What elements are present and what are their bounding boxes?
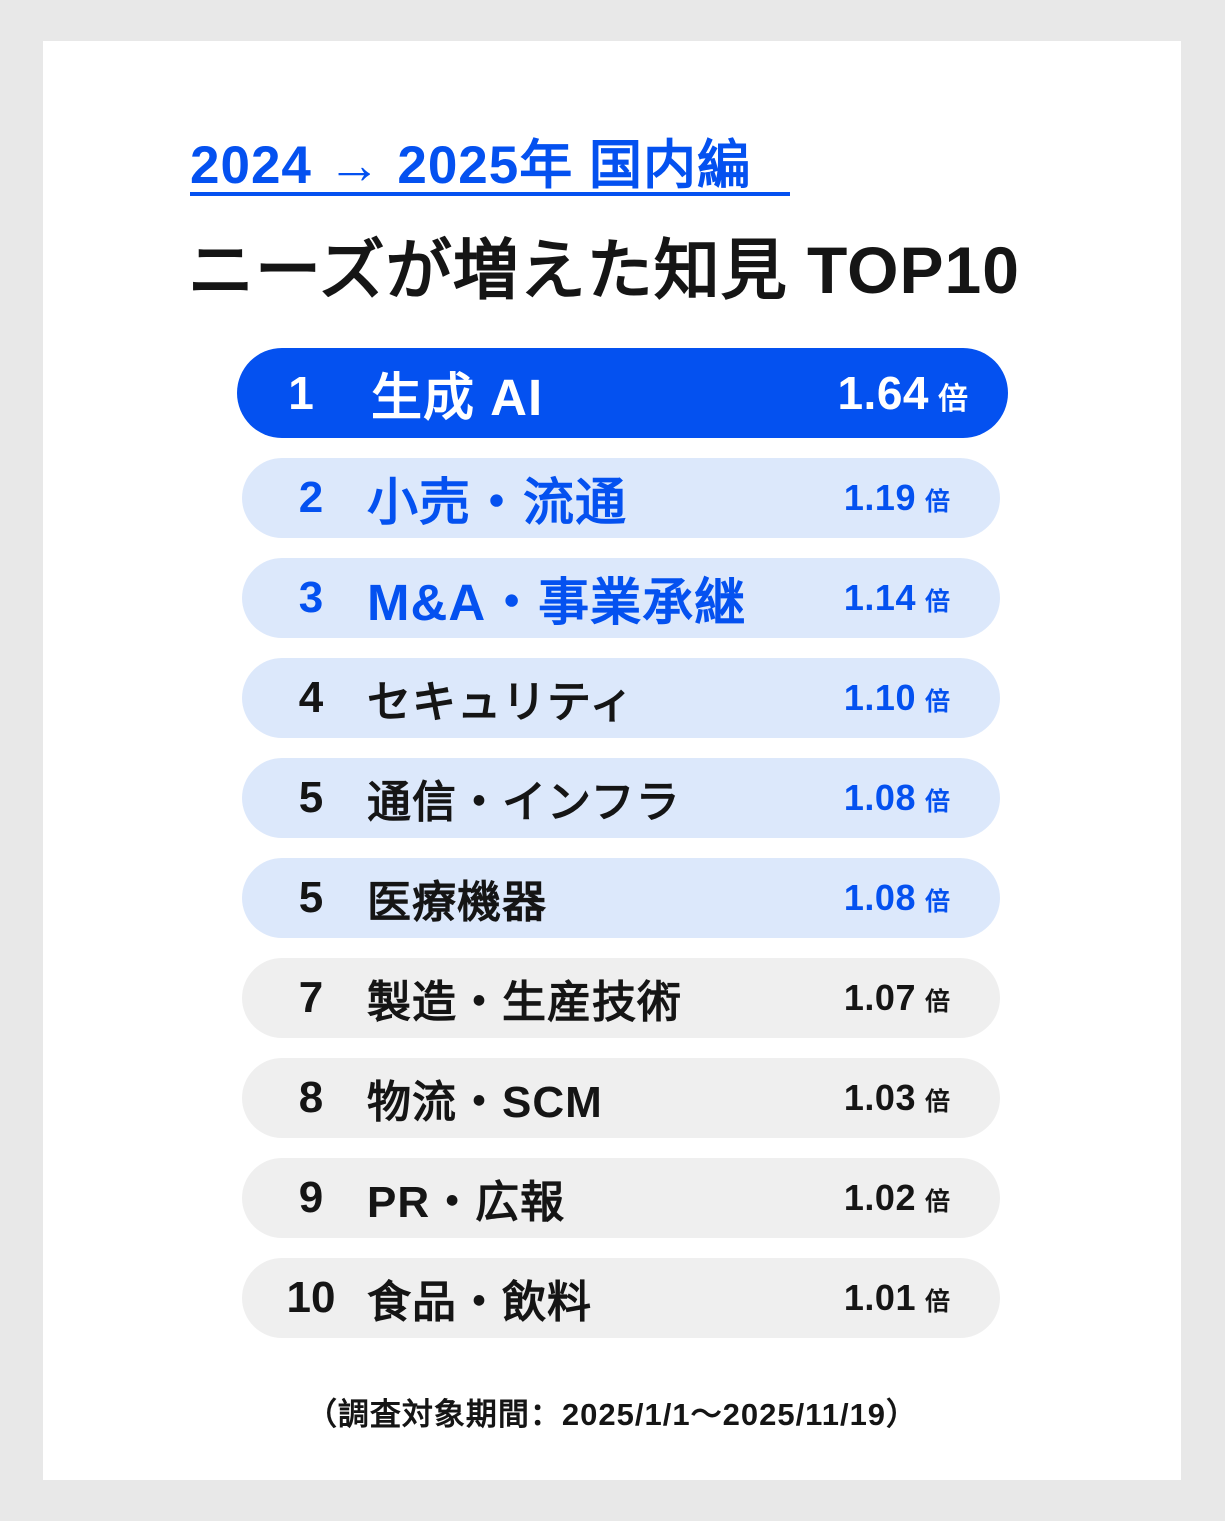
multiplier-value: 1.07 <box>843 977 916 1018</box>
rank-number: 5 <box>298 773 324 822</box>
category-label: セキュリティ <box>367 678 635 727</box>
multiplier-unit: 倍 <box>924 988 950 1016</box>
ranking-row: 1 生成 AI 1.64 倍 <box>237 348 1008 438</box>
ranking-row: 3 M&A・事業承継 1.14 倍 <box>242 558 1000 638</box>
rank-number: 2 <box>298 473 324 522</box>
category-label: 食品・飲料 <box>367 1278 592 1327</box>
multiplier-value: 1.08 <box>843 777 916 818</box>
multiplier-unit: 倍 <box>924 1288 950 1316</box>
multiplier-unit: 倍 <box>924 1188 950 1216</box>
multiplier-value: 1.10 <box>843 677 916 718</box>
multiplier-group: 1.10 倍 <box>844 677 950 719</box>
multiplier-value: 1.03 <box>843 1077 916 1118</box>
period-label: 2024 → 2025年 国内編 <box>190 136 751 195</box>
multiplier-group: 1.01 倍 <box>844 1277 950 1319</box>
category-label: 物流・SCM <box>367 1078 603 1127</box>
rank-number: 3 <box>298 573 324 622</box>
ranking-row: 9 PR・広報 1.02 倍 <box>242 1158 1000 1238</box>
category-label: M&A・事業承継 <box>367 574 747 631</box>
rank-number: 10 <box>286 1273 336 1322</box>
multiplier-group: 1.03 倍 <box>844 1077 950 1119</box>
multiplier-unit: 倍 <box>924 588 950 616</box>
multiplier-value: 1.14 <box>843 577 916 618</box>
category-label: 通信・インフラ <box>367 778 681 827</box>
survey-period-footnote: （調査対象期間：2025/1/1～2025/11/19） <box>305 1397 919 1432</box>
multiplier-value: 1.19 <box>843 477 916 518</box>
multiplier-group: 1.02 倍 <box>844 1177 950 1219</box>
multiplier-value: 1.08 <box>843 877 916 918</box>
rank-number: 9 <box>298 1173 324 1222</box>
multiplier-unit: 倍 <box>938 383 968 416</box>
multiplier-group: 1.64 倍 <box>837 366 968 420</box>
multiplier-group: 1.14 倍 <box>844 577 950 619</box>
category-label: 医療機器 <box>367 878 547 927</box>
category-label: 生成 AI <box>371 369 544 426</box>
multiplier-value: 1.02 <box>843 1177 916 1218</box>
multiplier-unit: 倍 <box>924 788 950 816</box>
rank-number: 8 <box>298 1073 324 1122</box>
rank-number: 1 <box>288 367 314 419</box>
multiplier-group: 1.19 倍 <box>844 477 950 519</box>
multiplier-unit: 倍 <box>924 1088 950 1116</box>
category-label: 製造・生産技術 <box>367 978 682 1027</box>
multiplier-value: 1.01 <box>843 1277 916 1318</box>
period-underline <box>190 192 790 196</box>
rank-number: 5 <box>298 873 324 922</box>
multiplier-unit: 倍 <box>924 488 950 516</box>
category-label: 小売・流通 <box>367 474 628 531</box>
ranking-list: 1 生成 AI 1.64 倍 2 小売・流通 1.19 倍 3 M&A・事業承継… <box>237 348 1008 1338</box>
multiplier-unit: 倍 <box>924 888 950 916</box>
multiplier-value: 1.64 <box>837 367 929 419</box>
ranking-row: 4 セキュリティ 1.10 倍 <box>242 658 1000 738</box>
ranking-row: 7 製造・生産技術 1.07 倍 <box>242 958 1000 1038</box>
multiplier-group: 1.08 倍 <box>844 877 950 919</box>
ranking-row: 2 小売・流通 1.19 倍 <box>242 458 1000 538</box>
ranking-row: 5 医療機器 1.08 倍 <box>242 858 1000 938</box>
multiplier-unit: 倍 <box>924 688 950 716</box>
ranking-row: 8 物流・SCM 1.03 倍 <box>242 1058 1000 1138</box>
page-title: ニーズが増えた知見 TOP10 <box>188 233 1020 307</box>
ranking-row: 10 食品・飲料 1.01 倍 <box>242 1258 1000 1338</box>
multiplier-group: 1.07 倍 <box>844 977 950 1019</box>
ranking-row: 5 通信・インフラ 1.08 倍 <box>242 758 1000 838</box>
rank-number: 7 <box>298 973 324 1022</box>
multiplier-group: 1.08 倍 <box>844 777 950 819</box>
infographic-card: 2024 → 2025年 国内編 ニーズが増えた知見 TOP10 1 生成 AI… <box>43 41 1181 1480</box>
rank-number: 4 <box>298 673 324 722</box>
category-label: PR・広報 <box>367 1178 566 1227</box>
